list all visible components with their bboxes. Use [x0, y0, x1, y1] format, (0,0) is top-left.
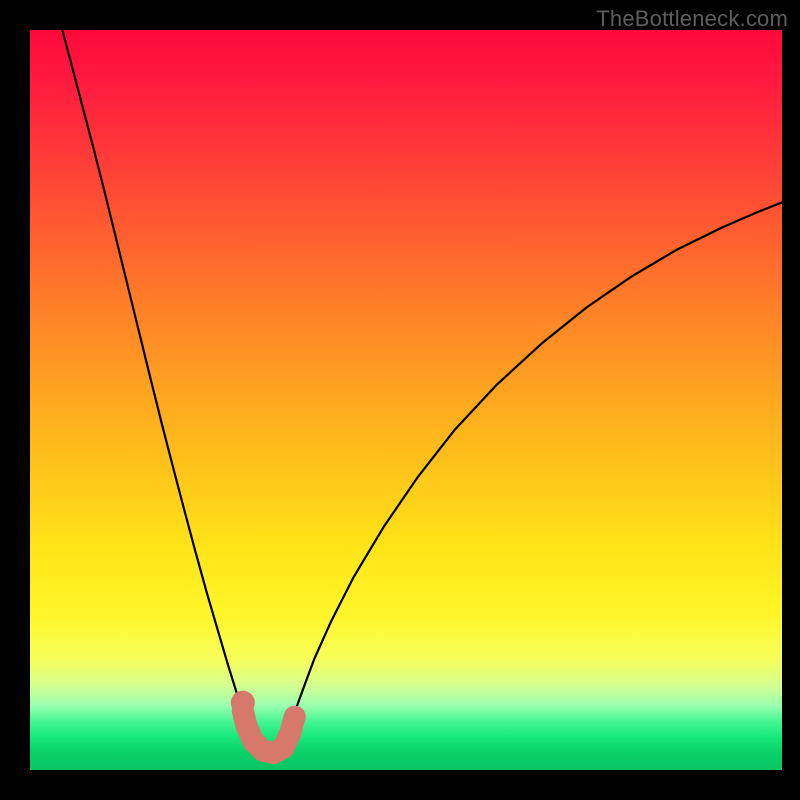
plot-svg [30, 30, 782, 770]
marker-dot [231, 691, 255, 715]
watermark-text: TheBottleneck.com [596, 6, 788, 32]
plot-area [30, 30, 782, 770]
chart-container [0, 0, 800, 800]
gradient-background [30, 30, 782, 770]
